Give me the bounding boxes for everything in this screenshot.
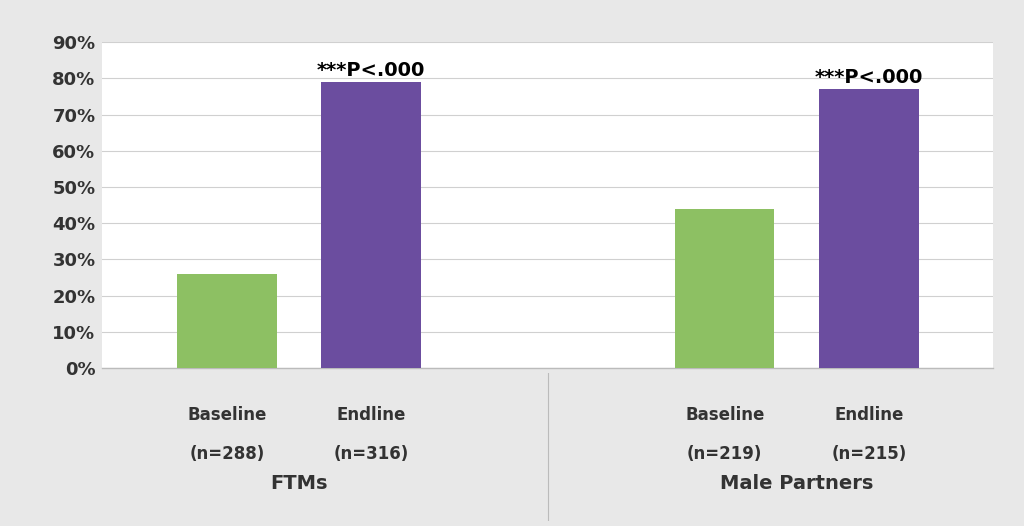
Text: (n=316): (n=316) bbox=[334, 446, 409, 463]
Bar bbox=[675, 209, 774, 368]
Text: Male Partners: Male Partners bbox=[720, 474, 873, 493]
Text: Endline: Endline bbox=[336, 406, 406, 424]
Text: (n=215): (n=215) bbox=[831, 446, 906, 463]
Text: FTMs: FTMs bbox=[270, 474, 328, 493]
Text: (n=219): (n=219) bbox=[687, 446, 763, 463]
Text: Endline: Endline bbox=[835, 406, 903, 424]
Text: (n=288): (n=288) bbox=[189, 446, 264, 463]
Bar bbox=[819, 89, 919, 368]
Bar bbox=[322, 82, 421, 368]
Text: ***P<.000: ***P<.000 bbox=[815, 68, 923, 87]
Text: Baseline: Baseline bbox=[187, 406, 266, 424]
Text: Baseline: Baseline bbox=[685, 406, 764, 424]
Bar bbox=[177, 274, 276, 368]
Text: ***P<.000: ***P<.000 bbox=[316, 61, 425, 80]
